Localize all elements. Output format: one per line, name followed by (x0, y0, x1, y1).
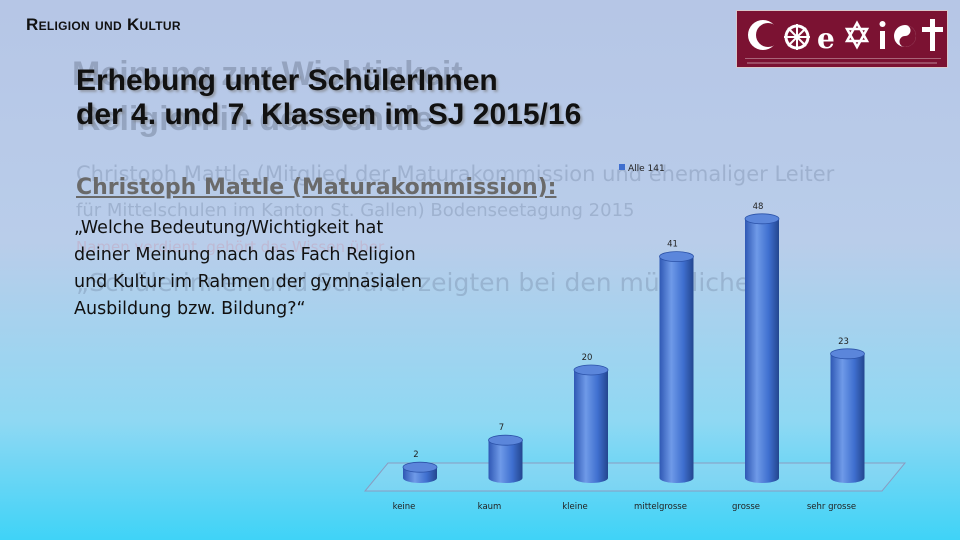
bar-kaum (488, 434, 523, 483)
bar-body (659, 256, 694, 483)
background-ghost-text-2: Religion in der Schule (76, 100, 434, 138)
category-label: grosse (732, 502, 760, 512)
svg-text:e: e (817, 22, 835, 55)
background-ghost-text-4: für Mittelschulen im Kanton St. Gallen) … (76, 200, 635, 221)
background-ghost-text-1: Meinung zur Wichtigkeit (72, 55, 463, 93)
bar-body (488, 440, 523, 483)
chart-labels: 2 keine 7 kaum 20 kleine 41 mittelgrosse 48 gross… (393, 202, 857, 512)
legend-swatch (619, 164, 625, 170)
bar-keine (402, 461, 438, 483)
bar-cap (744, 213, 780, 225)
value-label: 41 (667, 240, 678, 250)
category-label: keine (393, 502, 416, 512)
bar-grosse (744, 213, 780, 484)
bar-body (830, 353, 865, 483)
category-label: kaum (478, 502, 502, 512)
slide-title: Erhebung unter SchülerInnen der 4. und 7… (76, 64, 581, 132)
bar-cap (488, 434, 523, 446)
chart-floor (363, 462, 907, 492)
value-label: 2 (413, 450, 418, 460)
legend-label: Alle 141 (628, 164, 665, 174)
category-label: kleine (562, 502, 588, 512)
background-ghost-text-5: Namen verdient, gehört das Wissen über (76, 238, 385, 256)
value-label: 23 (838, 337, 849, 347)
bar-chart: 2 keine 7 kaum 20 kleine 41 mittelgrosse 48 gross… (363, 164, 907, 512)
coexist-logo: e (736, 10, 948, 68)
bar-sehr grosse (830, 348, 865, 483)
author-heading: Christoph Mattle (Maturakommission): (76, 175, 557, 200)
value-label: 20 (582, 353, 593, 363)
category-label: sehr grosse (807, 502, 856, 512)
bar-cap (659, 251, 694, 262)
bar-body (574, 370, 608, 483)
bar-body (745, 218, 779, 484)
value-label: 7 (499, 423, 504, 433)
bar-cap (402, 461, 438, 473)
background-ghost-text-6: „Schülerinnen und Schüler zeigten bei de… (76, 268, 767, 297)
bar-mittelgrosse (659, 251, 694, 483)
slide-title-line-1: Erhebung unter SchülerInnen (76, 64, 498, 97)
slide-title-line-2: der 4. und 7. Klassen im SJ 2015/16 (76, 98, 582, 131)
bar-cap (573, 364, 609, 376)
value-label: 48 (753, 202, 764, 212)
survey-question: „Welche Bedeutung/Wichtigkeit hat deiner… (74, 218, 423, 319)
chart-legend: Alle 141 (619, 164, 665, 174)
background-ghost-text-3: Christoph Mattle (Mitglied der Maturakom… (76, 162, 835, 186)
chart-floor-plane (363, 462, 907, 492)
bar-cap (830, 348, 865, 360)
bar-kleine (573, 364, 609, 483)
category-label: mittelgrosse (634, 502, 687, 512)
header-title: Religion und Kultur (26, 15, 181, 34)
chart-bars (402, 213, 865, 484)
